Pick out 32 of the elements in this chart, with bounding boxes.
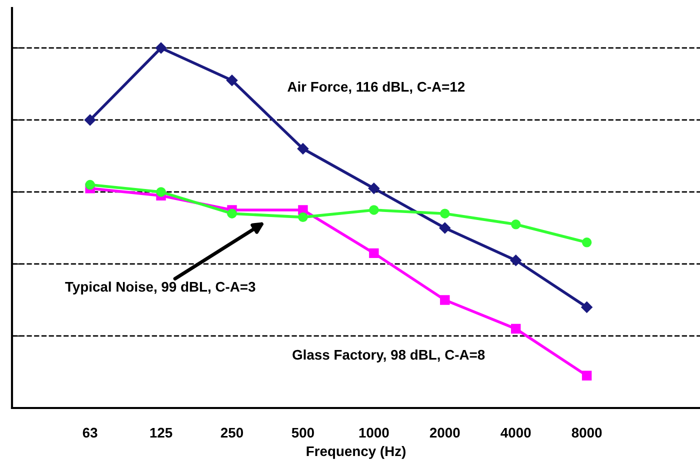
point — [369, 205, 379, 215]
x-tick-label: 250 — [220, 428, 244, 438]
x-tick-label: 8000 — [572, 428, 602, 438]
point — [582, 238, 592, 248]
x-tick-label: 63 — [82, 428, 98, 438]
x-tick-label: 1000 — [359, 428, 389, 438]
point — [582, 370, 592, 380]
point — [297, 143, 309, 154]
point — [440, 208, 450, 218]
x-tick-label: 125 — [150, 428, 172, 438]
point — [84, 114, 96, 126]
point — [440, 295, 450, 305]
text: Air Force, 116 dBL, C-A=12 — [288, 82, 465, 94]
text: Typical Noise, 99 dBL, C-A=3 — [65, 282, 256, 294]
point — [368, 182, 380, 194]
x-tick-label: 4000 — [500, 428, 531, 438]
point — [85, 180, 95, 190]
x-axis-title: Frequency (Hz) — [306, 446, 406, 459]
point — [510, 324, 521, 334]
point — [155, 42, 167, 54]
point — [581, 302, 592, 313]
x-tick-label: 500 — [292, 428, 314, 438]
x-tick-label: 2000 — [430, 428, 460, 438]
point — [227, 208, 237, 218]
point — [369, 248, 379, 258]
point — [156, 187, 166, 197]
point — [439, 222, 450, 234]
point — [298, 212, 308, 222]
point — [510, 254, 522, 266]
text: Glass Factory, 98 dBL, C-A=8 — [292, 350, 485, 362]
point — [510, 220, 521, 230]
point — [226, 74, 238, 86]
